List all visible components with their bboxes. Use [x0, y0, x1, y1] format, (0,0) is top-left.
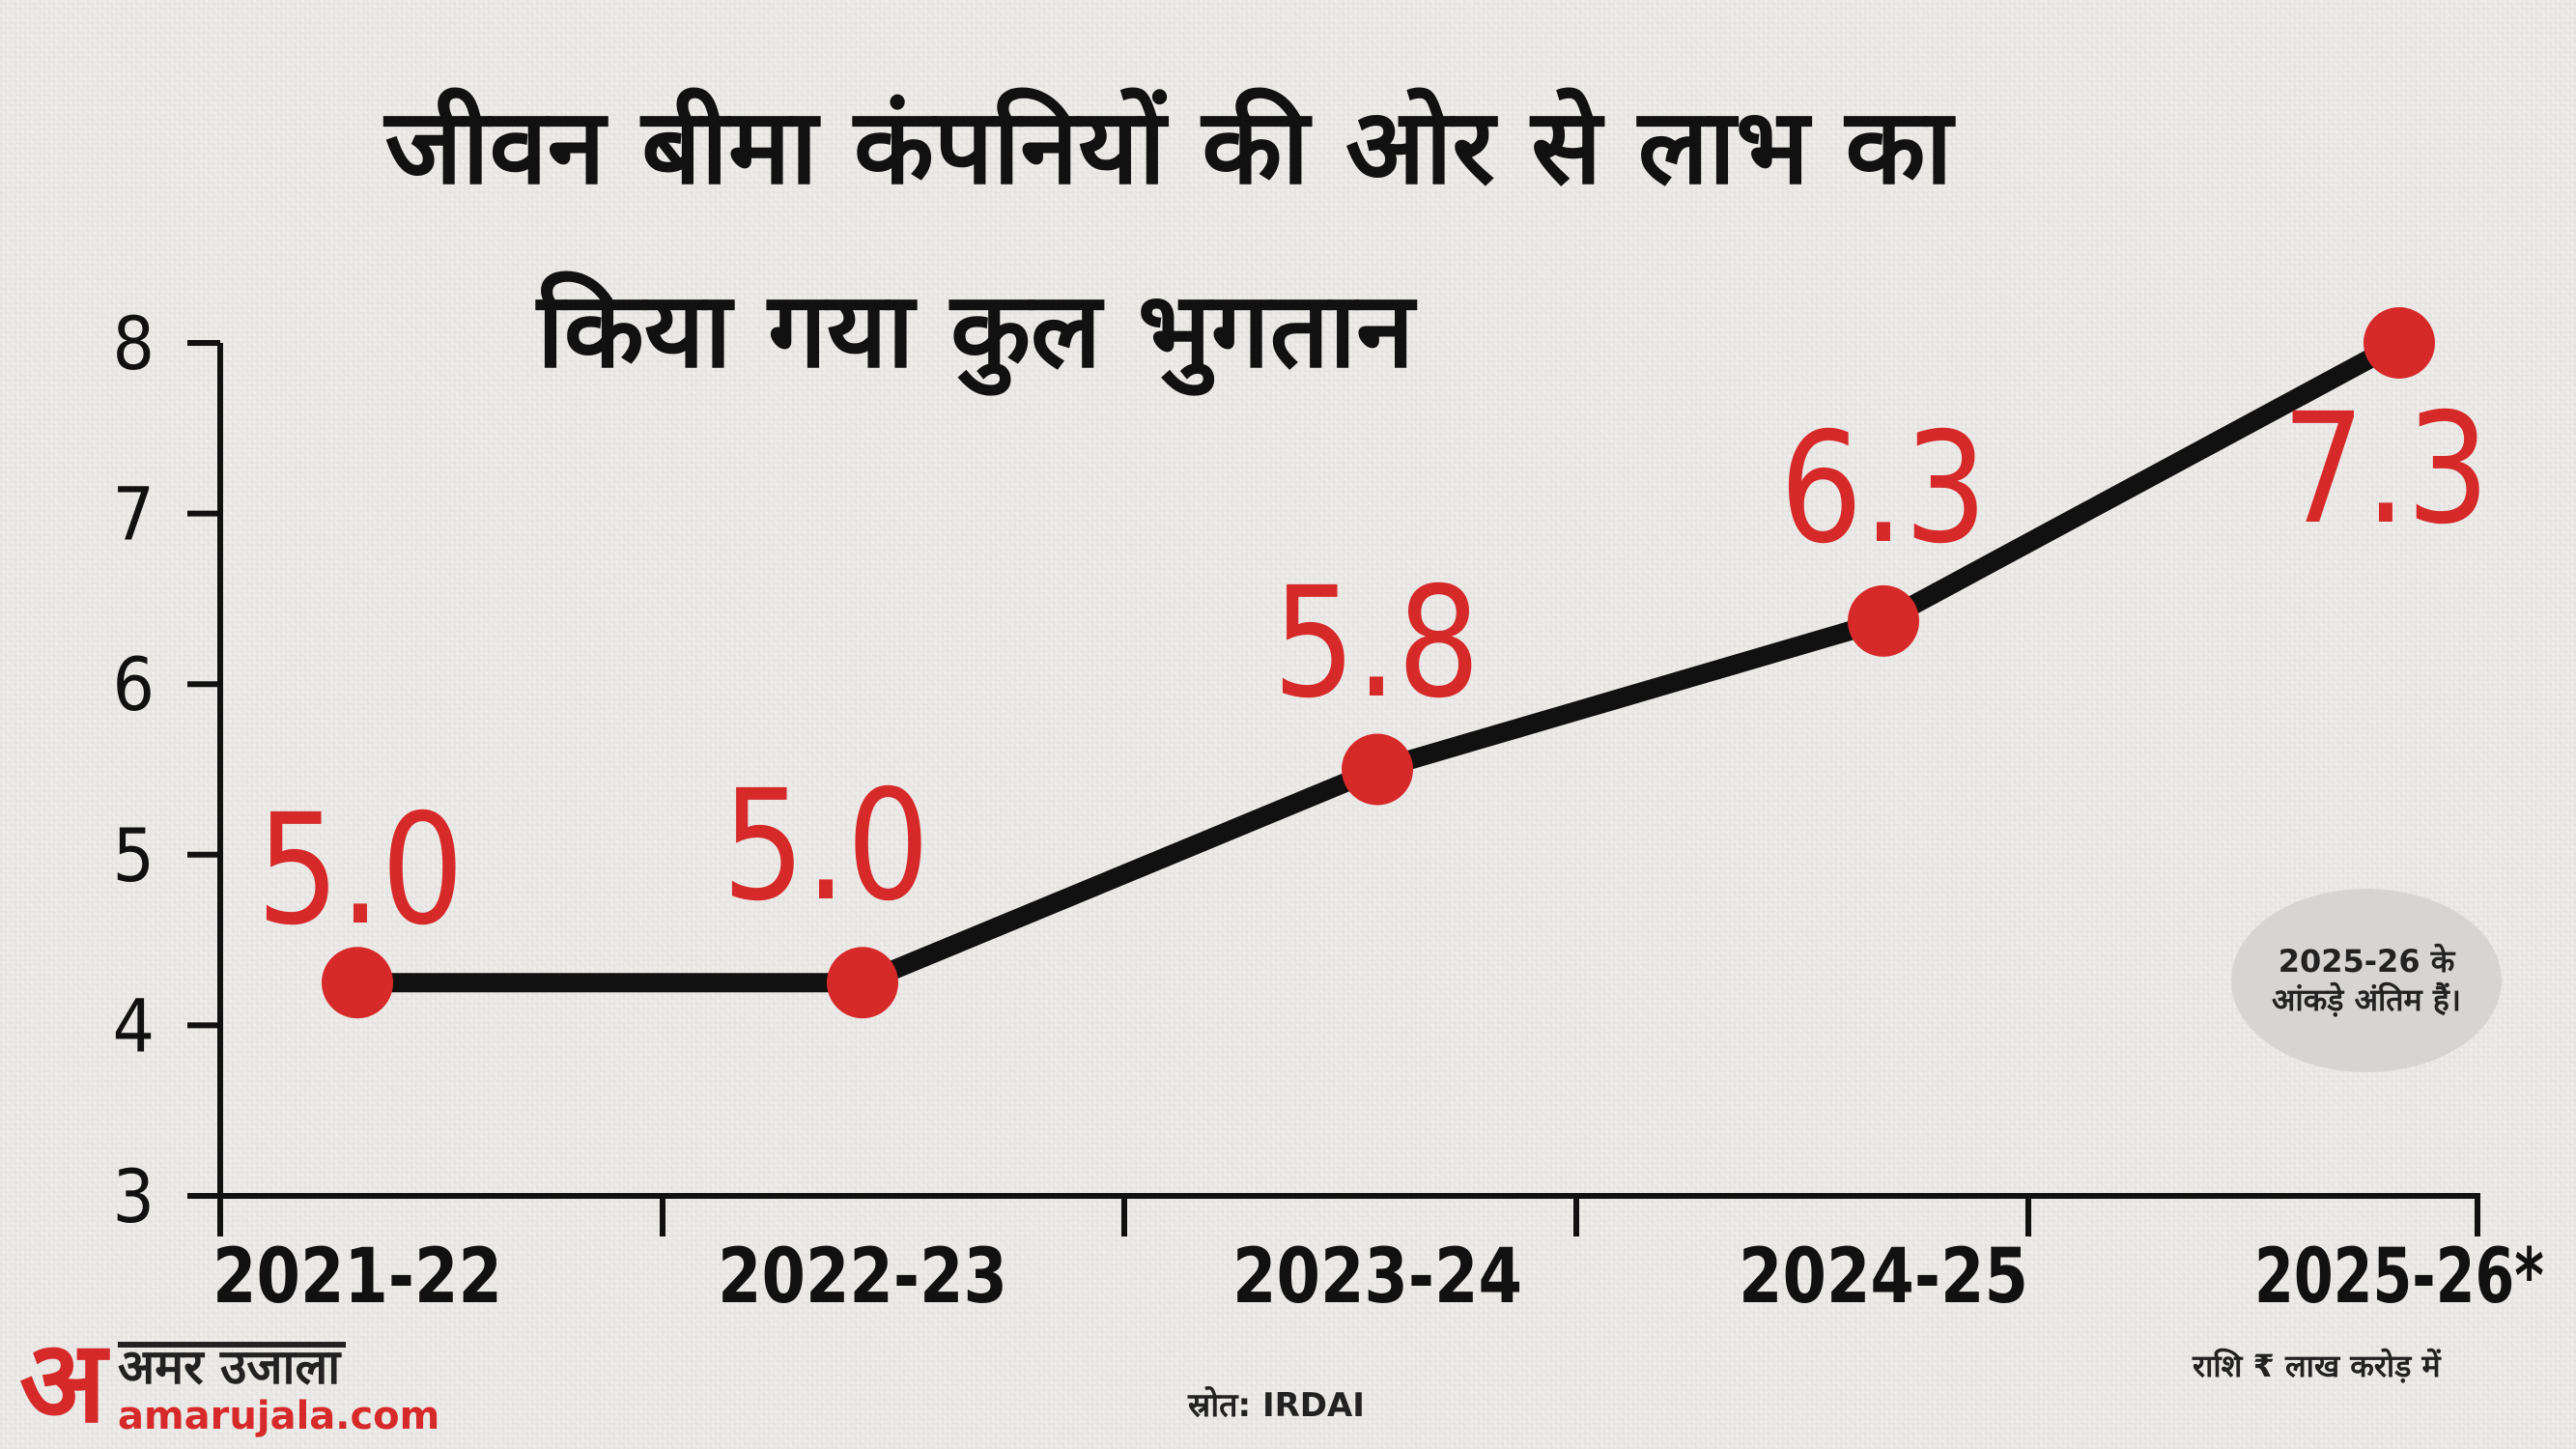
logo-name: अमर उजाला — [118, 1339, 347, 1395]
x-tick-label: 2021-22 — [212, 1234, 502, 1321]
logo-url: amarujala.com — [118, 1394, 440, 1438]
chart-title-line-2: किया गया कुल भुगतान — [536, 270, 1415, 391]
y-tick-label: 6 — [113, 641, 156, 727]
data-label: 7.3 — [2282, 381, 2490, 558]
x-tick-label: 2022-23 — [718, 1234, 1007, 1321]
logo-mark: अ — [19, 1315, 107, 1448]
x-tick-label: 2024-25 — [1739, 1234, 2028, 1321]
y-tick-label: 4 — [113, 982, 156, 1068]
x-tick-label: 2025-26* — [2254, 1234, 2544, 1321]
x-tick-label: 2023-24 — [1232, 1234, 1522, 1321]
data-point — [1342, 733, 1413, 806]
data-point — [322, 947, 393, 1019]
data-point — [1848, 584, 1919, 657]
y-tick-label: 5 — [113, 812, 156, 898]
chart-title-line-1: जीवन बीमा कंपनियों की ओर से लाभ का — [384, 87, 1953, 208]
data-point — [827, 947, 898, 1019]
data-label: 6.3 — [1780, 400, 1988, 578]
data-label: 5.8 — [1273, 554, 1481, 732]
unit-note: राशि ₹ लाख करोड़ में — [2193, 1348, 2441, 1384]
y-tick-label: 3 — [113, 1153, 156, 1239]
provisional-data-note: 2025-26 के आंकड़े अंतिम हैं। — [2231, 889, 2502, 1072]
data-label: 5.0 — [722, 757, 930, 935]
y-tick-label: 7 — [113, 471, 156, 557]
y-tick-label: 8 — [113, 300, 156, 386]
data-point — [2364, 307, 2435, 379]
source-credit: स्रोत: IRDAI — [1188, 1386, 1365, 1425]
data-label: 5.0 — [257, 781, 465, 959]
